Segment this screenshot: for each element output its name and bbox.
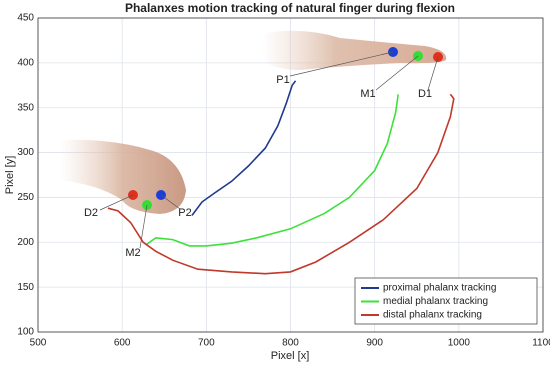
x-axis-label: Pixel [x] [271, 350, 310, 362]
x-tick-label: 600 [114, 338, 131, 349]
x-tick-label: 500 [30, 338, 47, 349]
y-tick-label: 100 [17, 327, 34, 338]
x-tick-label: 1000 [448, 338, 471, 349]
legend-label: distal phalanx tracking [383, 310, 482, 321]
x-tick-label: 1100 [532, 338, 550, 349]
annotation: M1 [360, 88, 375, 100]
hand-extended [262, 30, 447, 70]
y-tick-label: 450 [17, 13, 34, 24]
hand-flexed [60, 139, 186, 214]
y-tick-label: 350 [17, 102, 34, 113]
chart-title: Phalanxes motion tracking of natural fin… [125, 1, 455, 15]
plot-frame [37, 17, 544, 333]
annotation: P1 [276, 74, 289, 86]
annotation-leaders [99, 51, 439, 249]
annotation: P2 [178, 207, 191, 219]
x-tick-label: 700 [198, 338, 215, 349]
x-tick-label: 900 [366, 338, 383, 349]
x-tick-label: 800 [282, 338, 299, 349]
y-tick-label: 150 [17, 282, 34, 293]
legend-label: proximal phalanx tracking [383, 283, 496, 294]
legend-label: medial phalanx tracking [383, 296, 488, 307]
y-tick-label: 400 [17, 57, 34, 68]
annotation: D1 [418, 88, 432, 100]
y-tick-label: 200 [17, 237, 34, 248]
annotation: D2 [84, 207, 98, 219]
annotation: M2 [125, 247, 140, 259]
data-line [145, 94, 399, 247]
legend-box [354, 277, 538, 325]
y-tick-label: 300 [17, 147, 34, 158]
data-line [191, 80, 297, 216]
y-tick-label: 250 [17, 192, 34, 203]
y-axis-label: Pixel [y] [4, 156, 16, 195]
data-line [107, 93, 455, 275]
